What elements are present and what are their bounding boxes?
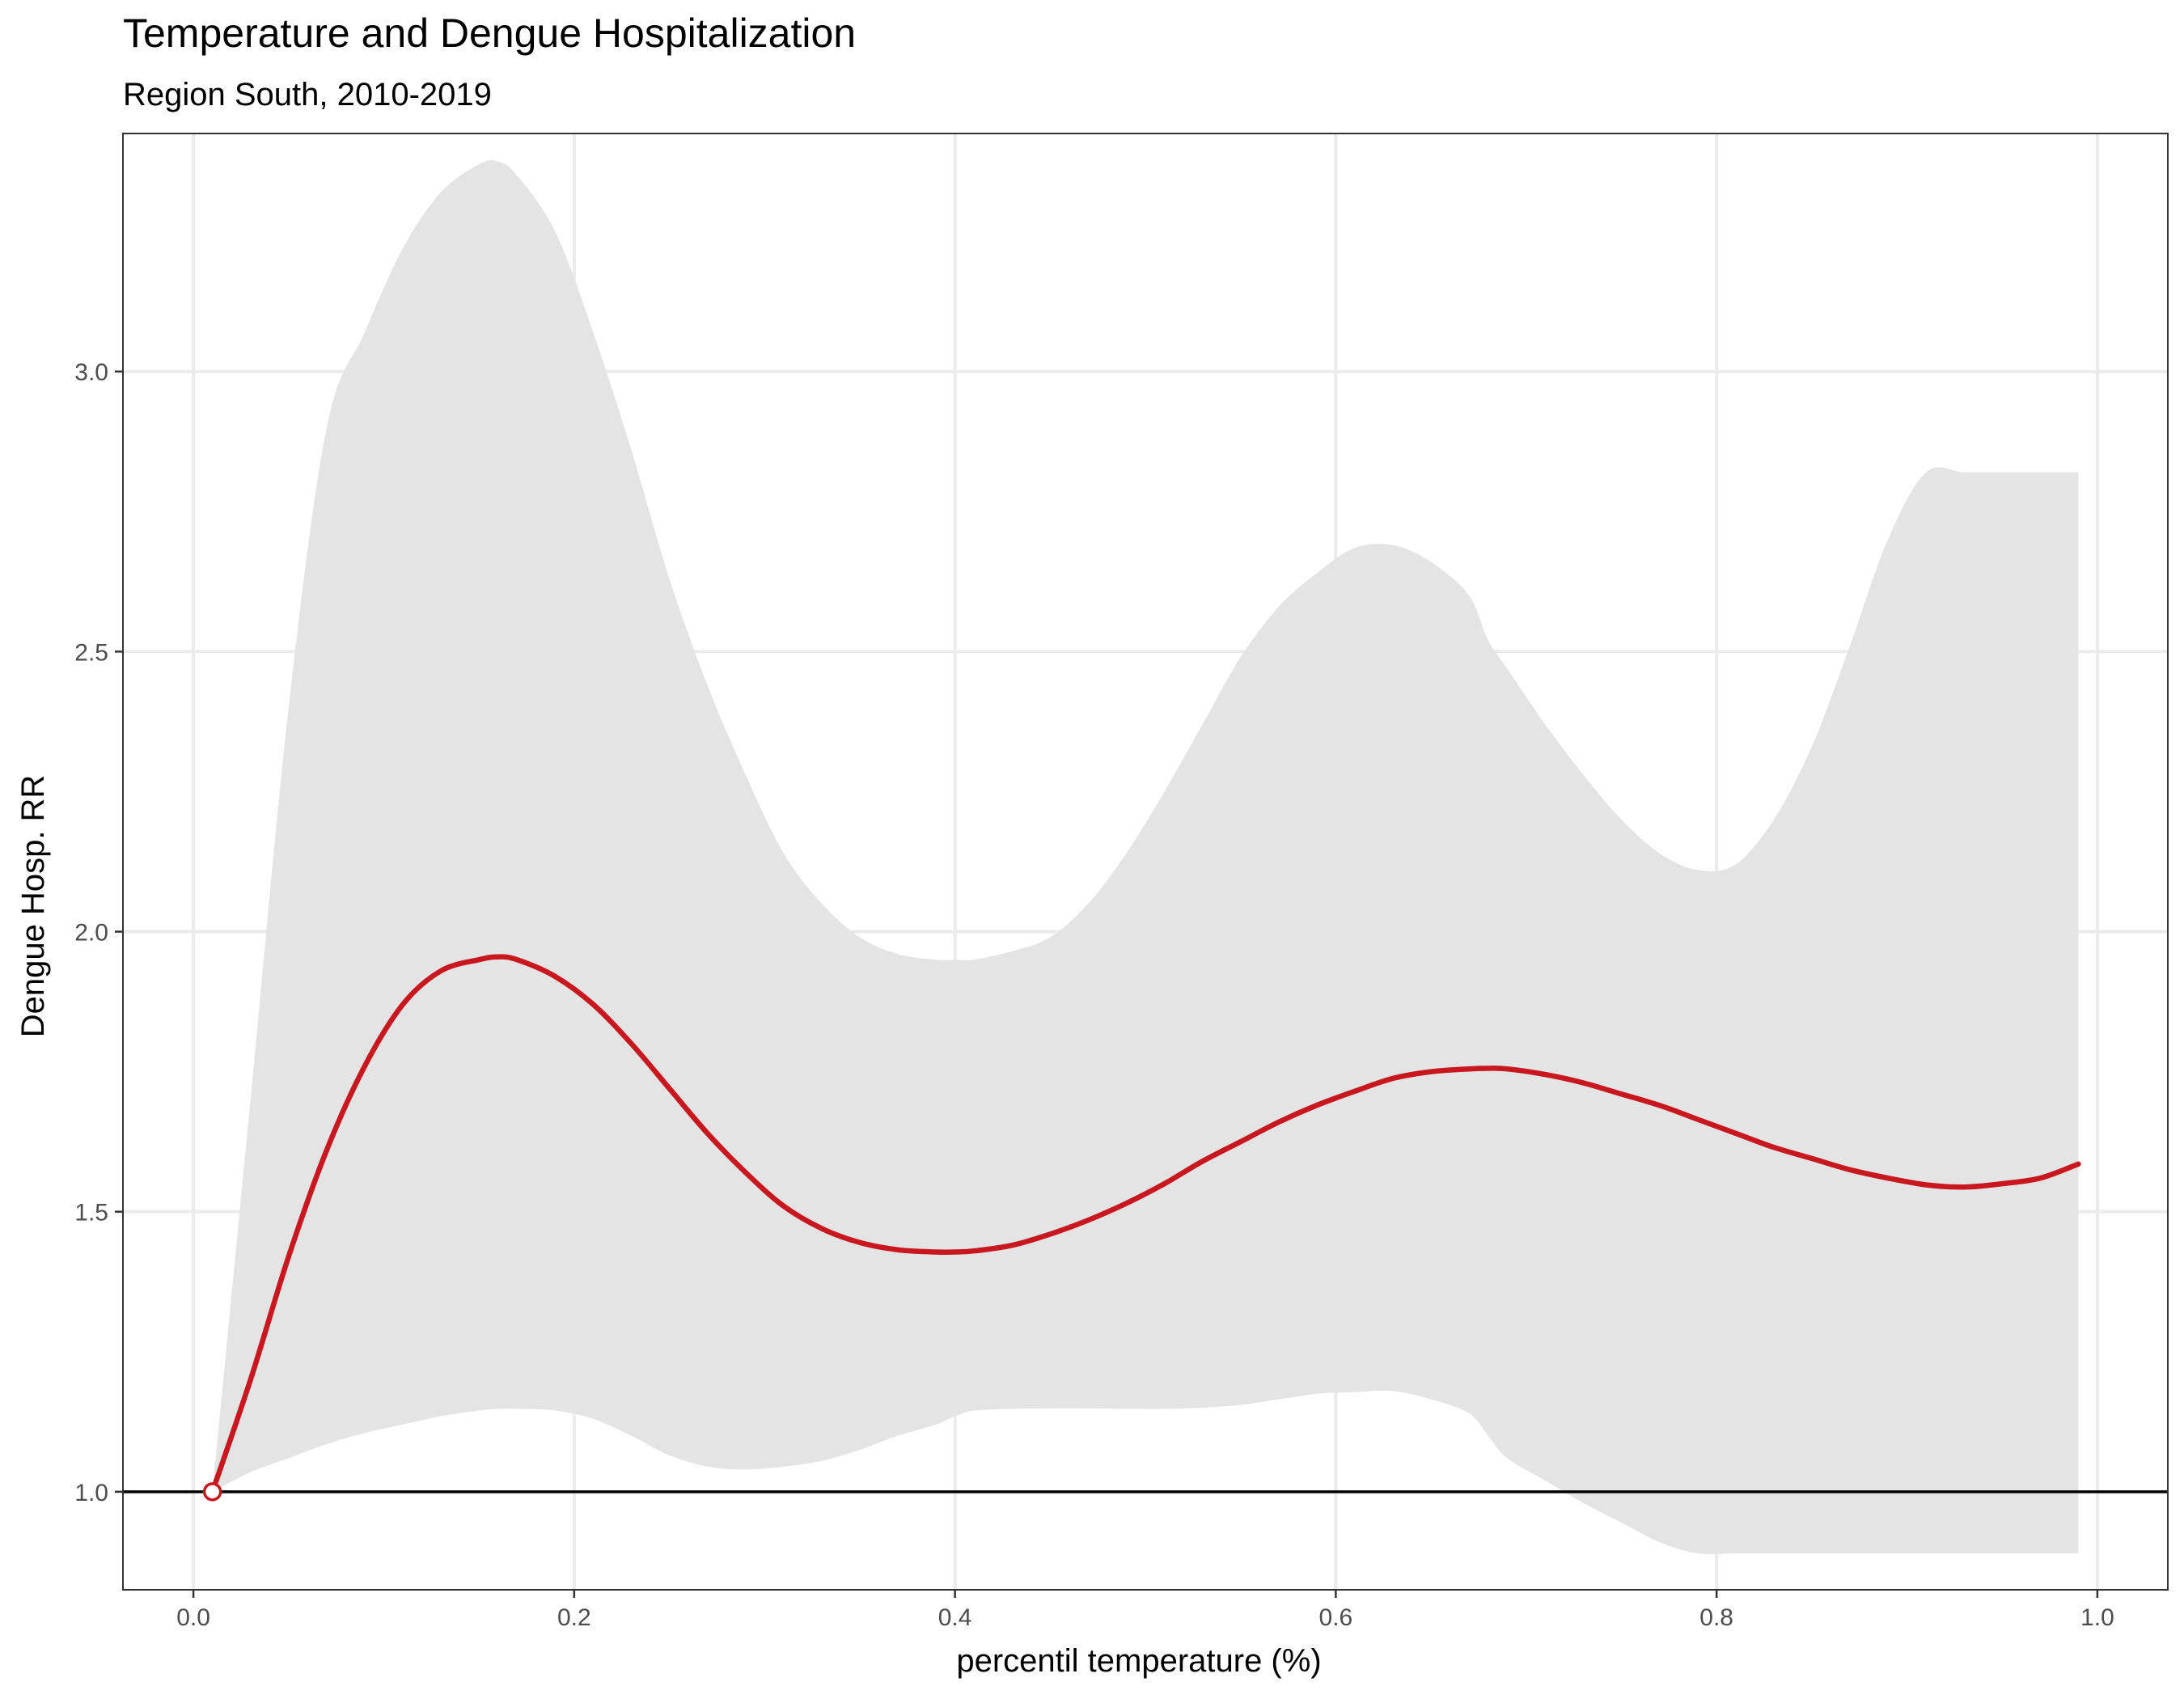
panel-frame [122,133,2169,1591]
x-tick-label: 0.8 [1699,1604,1733,1631]
y-tick-label: 2.5 [74,639,108,666]
y-tick-label: 1.5 [74,1200,108,1227]
x-tick-label: 1.0 [2080,1604,2114,1631]
panel-border [122,133,2169,1591]
y-tick-label: 3.0 [74,359,108,386]
reference-point [202,1482,222,1502]
confidence-band [212,159,2079,1555]
y-tick-label: 1.0 [74,1480,108,1506]
reference-point-group [202,1482,222,1502]
x-tick-label: 0.4 [938,1604,972,1631]
x-axis-title: percentil temperature (%) [956,1643,1321,1679]
estimate-line-group [210,954,2081,1495]
x-tick-label: 0.2 [557,1604,591,1631]
y-tick-label: 2.0 [74,920,108,947]
x-tick-label: 0.0 [176,1604,210,1631]
rr-estimate-line [210,954,2081,1495]
axis-ticks: 0.0 0.2 0.4 0.6 0.8 1.0 1.0 1.5 2.0 2.5 3.0 [74,359,2114,1631]
x-tick-label: 0.6 [1319,1604,1353,1631]
chart-subtitle: Region South, 2010-2019 [123,77,492,112]
chart-title: Temperature and Dengue Hospitalization [123,11,856,56]
y-axis-title: Dengue Hosp. RR [15,775,51,1038]
confidence-interval-band [212,159,2079,1555]
